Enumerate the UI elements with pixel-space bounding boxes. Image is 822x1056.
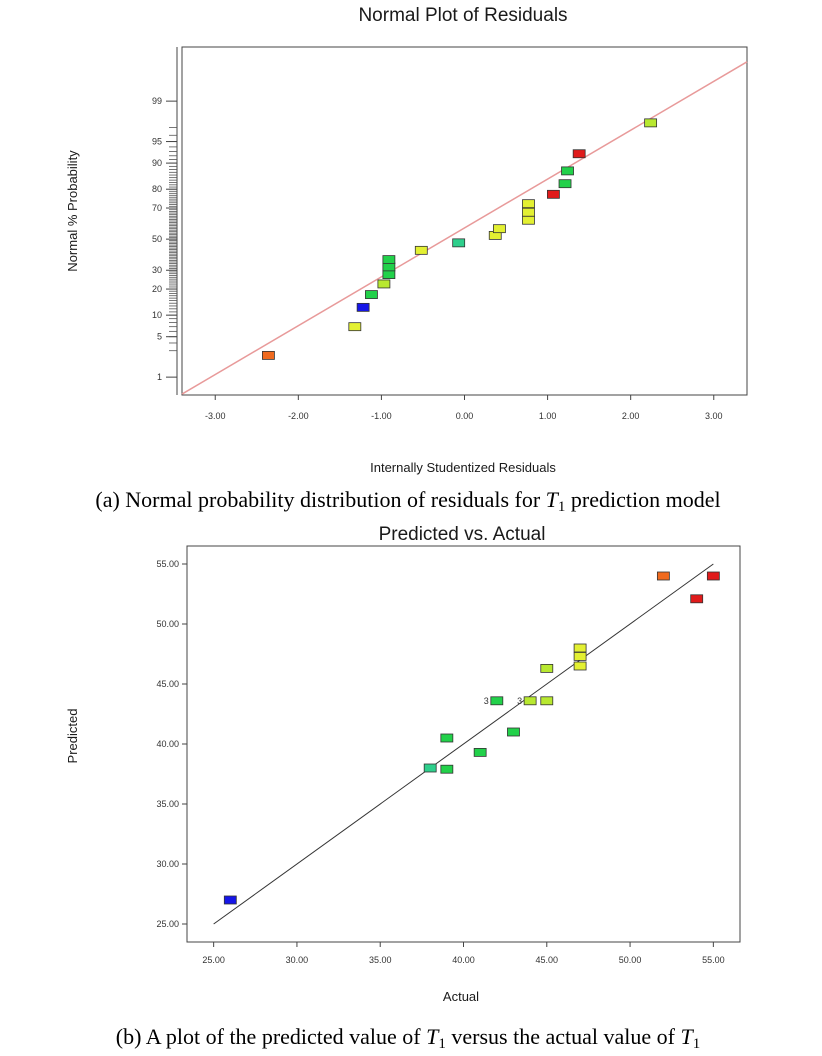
chart-a-y-tick-label: 30 (152, 265, 162, 275)
svg-text:(a) Normal probability distrib: (a) Normal probability distribution of r… (95, 487, 720, 515)
chart-a-y-tick-label: 1 (157, 372, 162, 382)
chart-b-point (440, 764, 454, 774)
caption-a-suffix: prediction model (565, 487, 720, 512)
caption-b-prefix: (b) A plot of the predicted value of (116, 1024, 426, 1049)
chart-a-y-tick-label: 99 (152, 96, 162, 106)
chart-b-point (223, 895, 237, 905)
chart-a-x-tick-label: -3.00 (205, 411, 226, 421)
caption-b-mid: versus the actual value of (446, 1024, 681, 1049)
chart-b-y-tick-label: 25.00 (156, 919, 179, 929)
chart-b-point (440, 733, 454, 743)
chart-a-point (572, 149, 586, 159)
predicted-vs-actual-chart: Predicted vs. Actual 25.00 30.00 35.00 40.0… (65, 524, 741, 1004)
chart-b-x-tick-label: 45.00 (536, 955, 559, 965)
chart-a-point (452, 238, 466, 248)
chart-a-y-tick-label: 90 (152, 158, 162, 168)
chart-a-point (382, 270, 396, 279)
chart-b-y-tick-label: 45.00 (156, 679, 179, 689)
caption-a-var: T (546, 487, 560, 512)
chart-a-point (356, 302, 370, 312)
chart-b-x-tick-label: 55.00 (702, 955, 725, 965)
chart-b-point (473, 747, 487, 757)
chart-b-point (490, 696, 504, 706)
chart-b-point (706, 571, 720, 581)
caption-b-sub1: 1 (438, 1036, 446, 1052)
chart-a-point (644, 118, 658, 128)
chart-a-y-tick-label: 20 (152, 284, 162, 294)
chart-b-point (656, 571, 670, 581)
chart-a-x-tick-label: 0.00 (456, 411, 474, 421)
chart-b-x-tick-label: 35.00 (369, 955, 392, 965)
caption-b-var2: T (680, 1024, 694, 1049)
chart-a-y-tick-label: 95 (152, 137, 162, 147)
caption-b-var1: T (426, 1024, 440, 1049)
chart-a-point (547, 189, 560, 199)
chart-b-y-tick-label: 30.00 (156, 859, 179, 869)
chart-a-point (522, 215, 535, 225)
caption-b: (b) A plot of the predicted value of T1 … (116, 1024, 700, 1052)
chart-a-point (377, 279, 391, 289)
chart-b-point (573, 651, 587, 661)
chart-a-point (382, 255, 396, 265)
chart-a-point (522, 207, 535, 217)
chart-a-point (262, 350, 275, 360)
chart-b-x-tick-label: 50.00 (619, 955, 642, 965)
chart-a-y-tick-label: 80 (152, 184, 162, 194)
chart-a-y-tick-label: 10 (152, 310, 162, 320)
chart-a-x-tick-label: -2.00 (288, 411, 309, 421)
chart-b-y-tick-label: 40.00 (156, 739, 179, 749)
chart-a-x-tick-label: 3.00 (705, 411, 723, 421)
chart-a-x-tick-label: 1.00 (539, 411, 557, 421)
chart-a-y-label: Normal % Probability (65, 150, 80, 272)
chart-a-x-tick-label: 2.00 (622, 411, 640, 421)
chart-b-point (573, 643, 587, 653)
chart-b-point (540, 663, 554, 673)
chart-b-x-tick-label: 25.00 (202, 955, 225, 965)
chart-a-y-tick-label: 70 (152, 203, 162, 213)
chart-a-point (365, 290, 378, 299)
chart-a-y-tick-label: 50 (152, 234, 162, 244)
chart-b-point (540, 696, 554, 706)
caption-a-prefix: (a) Normal probability distribution of r… (95, 487, 545, 512)
chart-a-x-tick-label: -1.00 (371, 411, 392, 421)
chart-b-point (523, 696, 537, 706)
chart-a-title: Normal Plot of Residuals (358, 5, 567, 26)
normal-plot-chart: Normal Plot of Residuals 1 5 10 20 30 50 70 80 9… (65, 5, 748, 475)
chart-a-plot-frame (181, 46, 748, 396)
chart-b-x-tick-label: 30.00 (286, 955, 309, 965)
chart-b-point (690, 594, 704, 604)
chart-a-point (522, 199, 535, 209)
chart-a-point (348, 322, 362, 332)
chart-a-fit-line (181, 61, 748, 395)
chart-b-y-tick-label: 55.00 (156, 559, 179, 569)
chart-b-title: Predicted vs. Actual (379, 524, 546, 545)
chart-b-point-count-label: 3 (517, 696, 522, 706)
chart-b-point (573, 661, 587, 671)
caption-a: (a) Normal probability distribution of r… (95, 487, 720, 515)
caption-a-sub: 1 (558, 499, 566, 515)
chart-b-point (423, 763, 437, 773)
chart-b-point-count-label: 3 (484, 696, 489, 706)
chart-a-point (382, 262, 396, 272)
chart-b-fit-line (213, 563, 714, 925)
chart-b-y-tick-label: 50.00 (156, 619, 179, 629)
chart-a-point (561, 166, 574, 176)
chart-a-x-label: Internally Studentized Residuals (370, 460, 556, 475)
caption-b-sub2: 1 (693, 1036, 701, 1052)
chart-b-x-label: Actual (443, 989, 479, 1004)
chart-a-point (492, 224, 506, 234)
chart-b-y-tick-label: 35.00 (156, 799, 179, 809)
chart-a-y-tick-label: 5 (157, 332, 162, 342)
chart-b-point (507, 727, 520, 737)
chart-a-point (414, 245, 428, 255)
chart-a-point (558, 179, 572, 189)
svg-text:(b) A plot of the predicted va: (b) A plot of the predicted value of T1 … (116, 1024, 700, 1052)
chart-b-y-label: Predicted (65, 709, 80, 764)
chart-b-x-tick-label: 40.00 (452, 955, 475, 965)
